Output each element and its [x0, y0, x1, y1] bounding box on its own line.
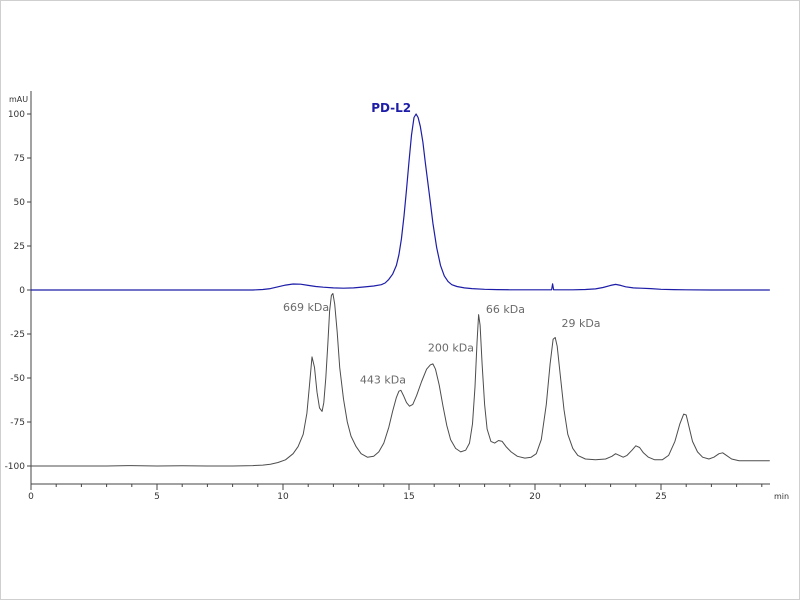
y-tick-label: -75 [10, 418, 25, 428]
annotation-200kda: 200 kDa [428, 342, 474, 355]
trace-mw-standards [30, 293, 770, 467]
annotation-443kda: 443 kDa [360, 373, 406, 386]
x-tick-label: 15 [403, 492, 414, 502]
x-tick-label: 10 [277, 492, 289, 502]
x-tick-label: 25 [655, 492, 666, 502]
annotation-669kda: 669 kDa [283, 301, 329, 314]
y-tick-label: 50 [14, 198, 26, 208]
y-tick-label: -25 [10, 330, 25, 340]
y-tick-label: 100 [8, 110, 25, 120]
y-tick-label: 75 [14, 154, 25, 164]
x-tick-label: 0 [28, 492, 34, 502]
annotation-66kda: 66 kDa [486, 303, 525, 316]
y-tick-label: 0 [19, 286, 25, 296]
annotation-pd-l2: PD-L2 [371, 101, 411, 115]
x-axis-unit-label: min [774, 492, 789, 501]
y-axis-unit-label: mAU [9, 95, 28, 104]
y-tick-label: 25 [14, 242, 25, 252]
x-tick-label: 5 [154, 492, 160, 502]
annotation-29kda: 29 kDa [561, 317, 600, 330]
x-tick-label: 20 [529, 492, 541, 502]
y-tick-label: -100 [5, 462, 26, 472]
trace-pd-l2 [30, 113, 771, 291]
y-tick-label: -50 [10, 374, 25, 384]
